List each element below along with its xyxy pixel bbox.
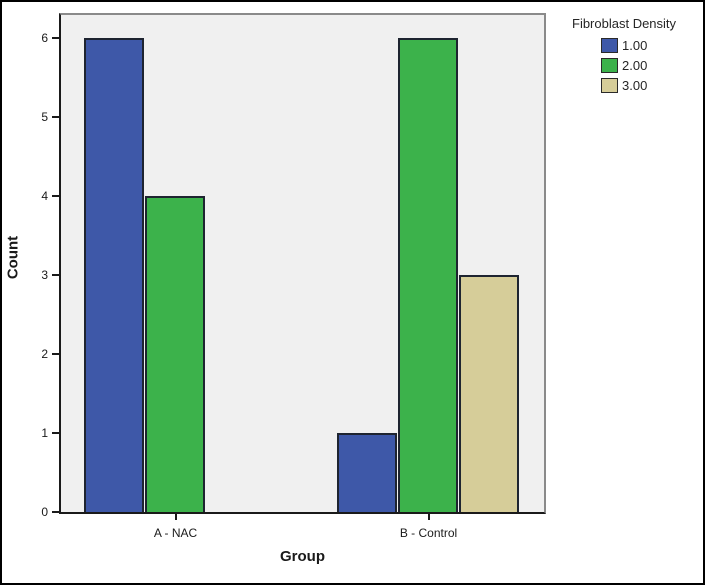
legend-rows: 1.00 2.00 3.00 <box>572 38 703 93</box>
y-tick-label-2: 2 <box>41 347 48 361</box>
legend-swatch-icon <box>601 38 618 53</box>
bar-A-NAC-2.00 <box>145 196 205 512</box>
legend-swatch-icon <box>601 58 618 73</box>
y-tick-5 <box>52 116 59 118</box>
y-tick-2 <box>52 353 59 355</box>
y-tick-label-1: 1 <box>41 426 48 440</box>
y-tick-label-4: 4 <box>41 189 48 203</box>
y-tick-label-5: 5 <box>41 110 48 124</box>
bar-B-Control-3.00 <box>459 275 519 512</box>
x-category-label-2: B - Control <box>399 526 458 540</box>
bar-B-Control-1.00 <box>337 433 397 512</box>
legend-label: 2.00 <box>622 58 648 73</box>
bar-A-NAC-1.00 <box>84 38 144 512</box>
y-tick-1 <box>52 432 59 434</box>
legend-item-3.00: 3.00 <box>601 78 703 93</box>
plot-area <box>59 13 546 514</box>
y-tick-label-0: 0 <box>41 505 48 519</box>
x-tick-2 <box>427 514 430 520</box>
legend-label: 3.00 <box>622 78 648 93</box>
legend-item-1.00: 1.00 <box>601 38 703 53</box>
y-tick-4 <box>52 195 59 197</box>
bar-B-Control-2.00 <box>398 38 458 512</box>
x-axis-title: Group <box>280 548 325 565</box>
y-tick-label-6: 6 <box>41 31 48 45</box>
y-tick-0 <box>52 511 59 513</box>
legend: Fibroblast Density 1.00 2.00 3.00 <box>572 16 703 98</box>
x-tick-1 <box>174 514 177 520</box>
legend-label: 1.00 <box>622 38 648 53</box>
legend-item-2.00: 2.00 <box>601 58 703 73</box>
x-category-label-1: A - NAC <box>153 526 198 540</box>
y-tick-3 <box>52 274 59 276</box>
legend-title: Fibroblast Density <box>572 16 677 31</box>
y-tick-label-3: 3 <box>41 268 48 282</box>
y-axis-title: Count <box>4 235 22 280</box>
legend-swatch-icon <box>601 78 618 93</box>
y-tick-6 <box>52 37 59 39</box>
